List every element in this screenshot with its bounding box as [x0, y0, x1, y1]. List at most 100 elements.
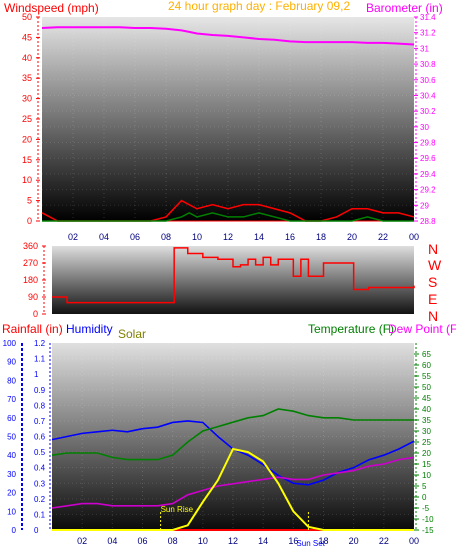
- x-tick-label: 10: [198, 536, 208, 546]
- baro-y-tick-label: 30.2: [420, 107, 436, 116]
- x-tick-label: 14: [258, 536, 268, 546]
- temp-y-tick-label: 45: [422, 394, 431, 403]
- series-direction-line: [52, 247, 415, 304]
- temp-y-tick-label: -10: [422, 515, 434, 524]
- temp-y-tick-label: 10: [422, 471, 431, 480]
- rain-y-tick-label: 50: [7, 433, 16, 442]
- x-tick-label: 14: [254, 232, 264, 242]
- dewpoint-axis-title: Dew Point (F): [388, 322, 456, 336]
- x-tick-label: 18: [316, 232, 326, 242]
- humidity-axis-title: Humidity: [66, 322, 113, 336]
- rain-y-tick-label: 30: [7, 470, 16, 479]
- humidity-y-tick-label: 0.3: [34, 479, 46, 488]
- humidity-y-tick-label: 0.9: [34, 386, 46, 395]
- rain-y-tick-label: 0: [12, 526, 17, 535]
- rain-y-tick-label: 60: [7, 414, 16, 423]
- temp-y-tick-label: 5: [422, 482, 427, 491]
- humidity-y-tick-label: 0: [34, 526, 39, 535]
- rain-y-tick-label: 80: [7, 376, 16, 385]
- humidity-y-tick-label: 0.8: [34, 401, 46, 410]
- series-temperature-f-line: [51, 408, 414, 461]
- x-tick-label: 04: [107, 536, 117, 546]
- temp-y-tick-label: 25: [422, 438, 431, 447]
- wind-y-tick-label: 10: [22, 175, 32, 185]
- wind-plot-area: [42, 17, 414, 221]
- dir-y-tick-label: 270: [23, 258, 38, 268]
- rain-y-tick-label: 10: [7, 507, 16, 516]
- compass-w: W: [428, 257, 442, 273]
- rain-y-tick-label: 90: [7, 358, 16, 367]
- dir-y-tick-label: 180: [23, 275, 38, 285]
- wind-y-tick-label: 5: [27, 196, 32, 206]
- x-tick-label: 22: [379, 536, 389, 546]
- baro-y-tick-label: 30: [420, 123, 429, 132]
- compass-s: S: [428, 274, 437, 290]
- barometer-axis-title: Barometer (in): [366, 1, 443, 15]
- x-tick-label: 20: [347, 232, 357, 242]
- dir-y-tick-label: 0: [33, 309, 38, 319]
- bottom-plot-area: [52, 343, 414, 530]
- temp-y-tick-label: 0: [422, 493, 427, 502]
- x-tick-label: 20: [349, 536, 359, 546]
- baro-y-tick-label: 31: [420, 44, 429, 53]
- compass-n: N: [428, 241, 438, 257]
- direction-plot-area: [52, 246, 414, 314]
- temperature-axis-title: Temperature (F): [308, 322, 394, 336]
- temp-y-tick-label: 15: [422, 460, 431, 469]
- rain-y-tick-label: 100: [3, 339, 17, 348]
- x-tick-label: 16: [288, 536, 298, 546]
- x-tick-label: 12: [223, 232, 233, 242]
- x-tick-label: 06: [130, 232, 140, 242]
- wind-y-tick-label: 0: [27, 216, 32, 226]
- rainfall-axis-title: Rainfall (in): [2, 322, 63, 336]
- wind-y-tick-label: 30: [22, 94, 32, 104]
- x-tick-label: 10: [192, 232, 202, 242]
- temp-y-tick-label: -15: [422, 526, 434, 535]
- humidity-y-tick-label: 0.1: [34, 510, 46, 519]
- x-tick-label: 12: [228, 536, 238, 546]
- x-tick-label: 02: [68, 232, 78, 242]
- humidity-y-tick-label: 0.4: [34, 464, 46, 473]
- x-tick-label: 22: [378, 232, 388, 242]
- baro-y-tick-label: 29: [420, 201, 429, 210]
- wind-y-tick-label: 15: [22, 155, 32, 165]
- humidity-y-tick-label: 1: [34, 370, 39, 379]
- wind-y-tick-label: 20: [22, 134, 32, 144]
- solar-axis-title: Solar: [118, 327, 146, 341]
- compass-e: E: [428, 291, 437, 307]
- rain-y-tick-label: 70: [7, 395, 16, 404]
- x-tick-label: 00: [409, 536, 419, 546]
- wind-y-tick-label: 35: [22, 73, 32, 83]
- humidity-y-tick-label: 0.2: [34, 495, 46, 504]
- x-tick-label: 04: [99, 232, 109, 242]
- baro-y-tick-label: 29.4: [420, 170, 436, 179]
- wind-y-tick-label: 45: [22, 32, 32, 42]
- temp-y-tick-label: 50: [422, 383, 431, 392]
- baro-y-tick-label: 30.4: [420, 91, 436, 100]
- temp-y-tick-label: 30: [422, 427, 431, 436]
- humidity-y-tick-label: 0.6: [34, 433, 46, 442]
- dir-y-tick-label: 360: [23, 241, 38, 251]
- rain-y-tick-label: 20: [7, 489, 16, 498]
- wind-y-tick-label: 50: [22, 12, 32, 22]
- x-tick-label: 16: [285, 232, 295, 242]
- temp-y-tick-label: 55: [422, 372, 431, 381]
- temp-y-tick-label: 40: [422, 405, 431, 414]
- x-tick-label: 00: [409, 232, 419, 242]
- temp-y-tick-label: 60: [422, 361, 431, 370]
- x-tick-label: 02: [77, 536, 87, 546]
- baro-y-tick-label: 29.8: [420, 139, 436, 148]
- x-tick-label: 08: [161, 232, 171, 242]
- baro-y-tick-label: 30.6: [420, 76, 436, 85]
- annotation-label: Sun Set: [296, 539, 325, 547]
- series-gust-line: [42, 211, 414, 222]
- baro-y-tick-label: 31.4: [420, 13, 436, 22]
- baro-y-tick-label: 29.2: [420, 186, 436, 195]
- baro-y-tick-label: 30.8: [420, 60, 436, 69]
- series-solar-line: [52, 447, 414, 531]
- series-dew-point-f-line: [51, 456, 415, 509]
- temp-y-tick-label: -5: [422, 504, 430, 513]
- x-tick-label: 08: [168, 536, 178, 546]
- rain-y-tick-label: 40: [7, 451, 16, 460]
